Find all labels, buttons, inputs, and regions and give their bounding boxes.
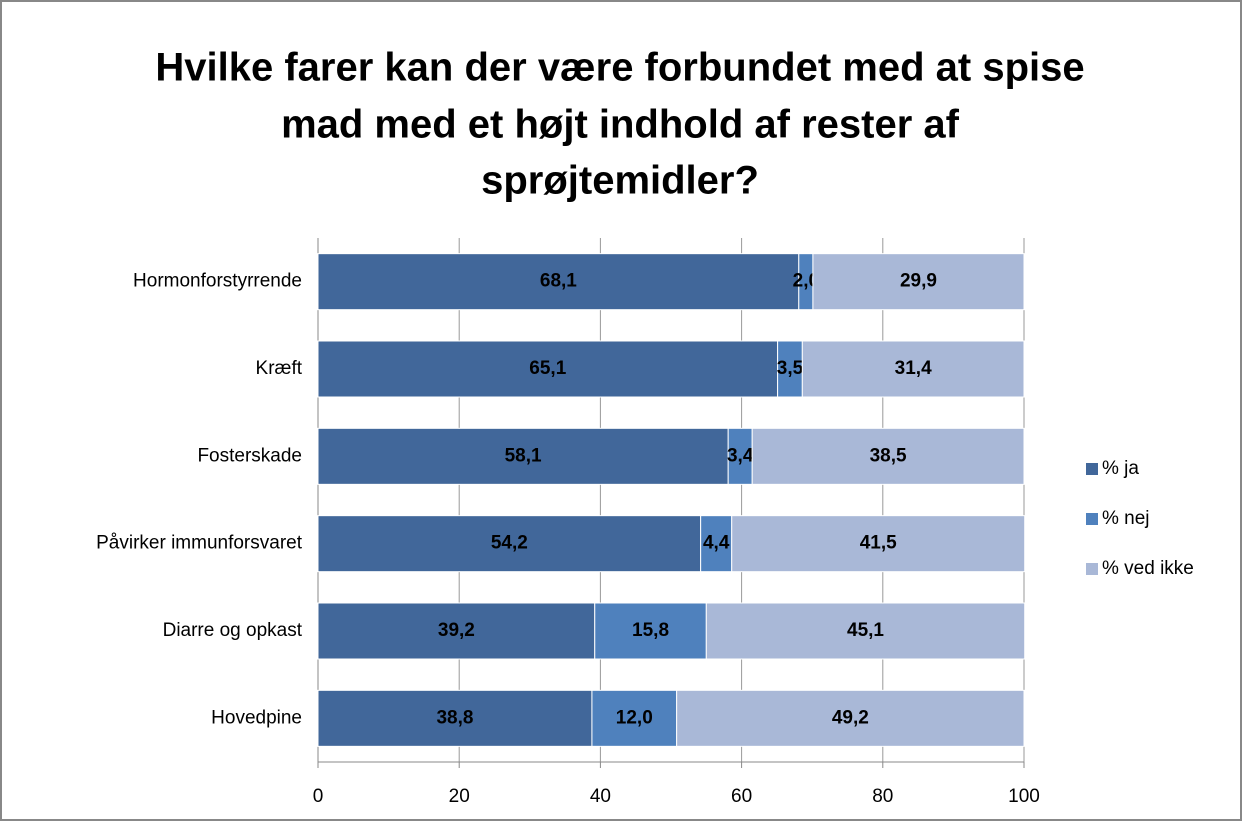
legend-label: % ja — [1102, 458, 1139, 479]
data-label: 54,2 — [491, 533, 528, 554]
data-label: 49,2 — [832, 707, 869, 728]
data-label: 38,5 — [870, 445, 907, 466]
bar-segment — [777, 340, 803, 398]
bar-segment — [700, 515, 733, 573]
data-label: 15,8 — [632, 620, 669, 641]
bar-segment — [317, 253, 800, 311]
x-tick-label: 0 — [313, 786, 324, 807]
legend-swatch — [1086, 463, 1098, 475]
chart-title: sprøjtemidler? — [481, 159, 759, 203]
y-tick-label: Påvirker immunforsvaret — [96, 533, 303, 554]
legend-label: % ved ikke — [1102, 558, 1194, 579]
data-label: 12,0 — [616, 707, 653, 728]
y-tick-label: Kræft — [256, 358, 303, 379]
data-label: 3,5 — [777, 358, 804, 379]
y-tick-label: Diarre og opkast — [163, 620, 303, 641]
chart-title: mad med et højt indhold af rester af — [281, 103, 960, 147]
legend-swatch — [1086, 563, 1098, 575]
bar-segment — [801, 340, 1025, 398]
data-label: 68,1 — [540, 271, 577, 292]
data-label: 4,4 — [703, 533, 730, 554]
x-tick-label: 40 — [590, 786, 611, 807]
bar-segment — [317, 427, 729, 485]
x-tick-label: 20 — [449, 786, 470, 807]
bar-segment — [317, 689, 593, 747]
data-label: 45,1 — [847, 620, 884, 641]
data-label: 39,2 — [438, 620, 475, 641]
y-tick-label: Hormonforstyrrende — [133, 271, 302, 292]
bar-segment — [591, 689, 678, 747]
legend-swatch — [1086, 513, 1098, 525]
bar-segment — [317, 515, 702, 573]
y-tick-label: Fosterskade — [197, 445, 302, 466]
x-tick-label: 60 — [731, 786, 752, 807]
legend-label: % nej — [1102, 508, 1150, 529]
grid — [317, 238, 1025, 768]
data-label: 29,9 — [900, 271, 937, 292]
x-tick-label: 80 — [872, 786, 893, 807]
data-label: 65,1 — [529, 358, 566, 379]
bar-segment — [705, 602, 1026, 660]
data-label: 41,5 — [860, 533, 897, 554]
data-label: 31,4 — [895, 358, 932, 379]
bar-segment — [594, 602, 707, 660]
chart-title: Hvilke farer kan der være forbundet med … — [155, 46, 1084, 90]
data-label: 38,8 — [436, 707, 473, 728]
bar-segment — [812, 253, 1025, 311]
bar-segment — [731, 515, 1026, 573]
bar-segment — [676, 689, 1025, 747]
data-label: 3,4 — [727, 445, 754, 466]
bar-segment — [317, 602, 596, 660]
bar-segment — [727, 427, 753, 485]
data-label: 58,1 — [505, 445, 542, 466]
bar-segment — [317, 340, 779, 398]
y-tick-label: Hovedpine — [211, 707, 302, 728]
x-tick-label: 100 — [1008, 786, 1040, 807]
bar-segment — [751, 427, 1025, 485]
